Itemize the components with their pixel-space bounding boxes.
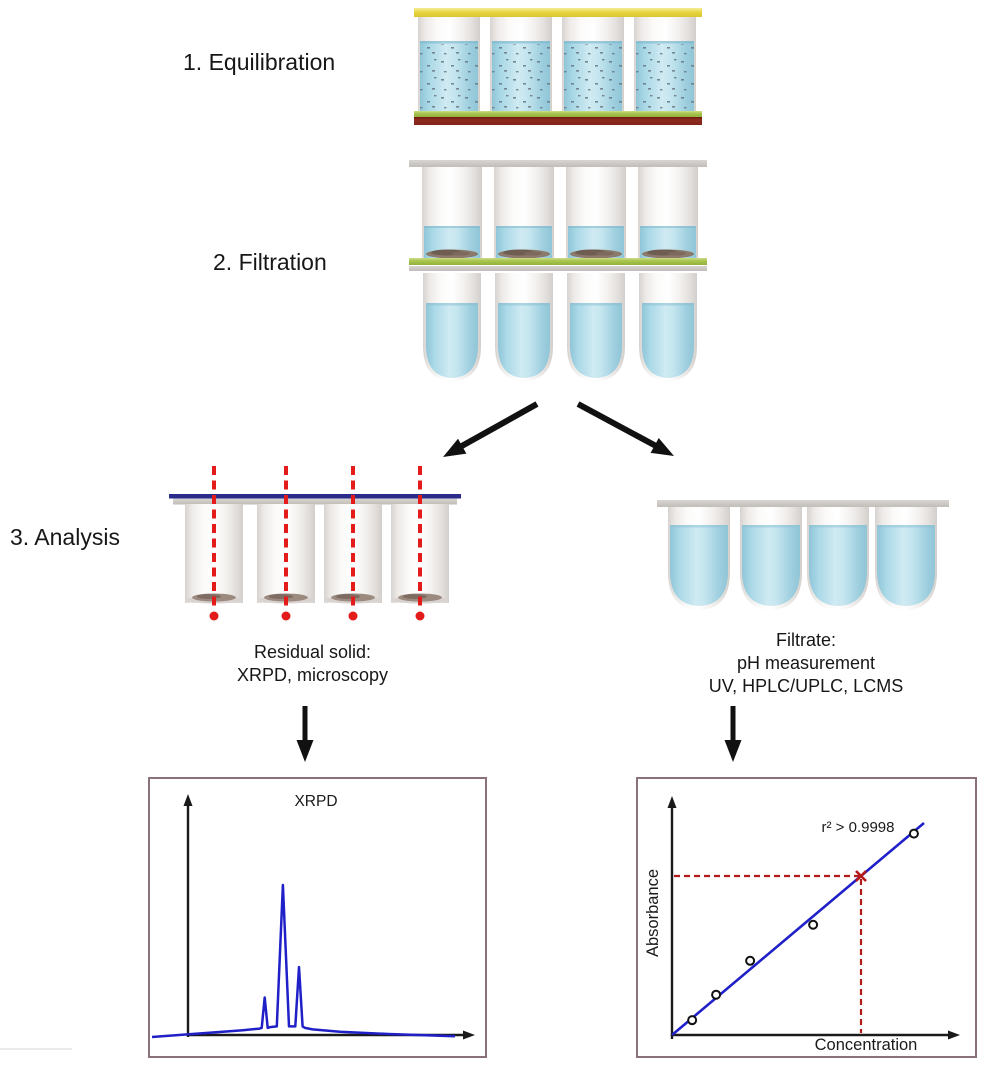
r-squared-annotation: r² > 0.9998 — [822, 819, 895, 836]
filtrate-caption: Filtrate: pH measurement UV, HPLC/UPLC, … — [655, 629, 957, 698]
calibration-y-axis-arrowhead — [667, 796, 677, 808]
caption-line: Filtrate: — [775, 630, 836, 650]
calibration-y-axis-label: Absorbance — [644, 869, 662, 957]
xrpd-y-axis-arrowhead — [183, 794, 193, 806]
calibration-fit-line — [671, 822, 925, 1036]
receiver-tube — [423, 273, 481, 381]
equilibration-plate-illustration — [414, 8, 702, 125]
calibration-point — [908, 828, 919, 839]
suspension-vial — [418, 17, 480, 111]
residual-solid-plate-illustration — [169, 466, 461, 621]
unknown-sample-marker — [855, 870, 867, 882]
filter-support-bar — [414, 111, 702, 117]
filter-membrane-bar — [409, 258, 707, 265]
xrpd-x-axis-arrowhead — [463, 1030, 475, 1040]
base-plate-bar — [414, 117, 702, 125]
filtrate-tubes-illustration — [657, 500, 949, 610]
suspension-vial — [562, 17, 624, 111]
lower-plate-bar — [409, 266, 707, 271]
filtrate-tube — [740, 507, 802, 610]
xrpd-beam — [209, 466, 219, 621]
residual-solid-caption: Residual solid: XRPD, microscopy — [190, 641, 435, 687]
filter-tube — [638, 167, 698, 259]
xrpd-beam — [348, 466, 358, 621]
filtration-plate-illustration — [409, 160, 707, 381]
filter-tube — [494, 167, 554, 259]
calibration-chart-panel: r² > 0.9998 Absorbance Concentration — [636, 777, 977, 1058]
xrpd-chart-title: XRPD — [294, 793, 337, 810]
caption-line: XRPD, microscopy — [236, 665, 389, 685]
plate-lip — [173, 498, 457, 505]
arrow-filtrate-to-calibration-chart — [724, 706, 742, 762]
xrpd-chart-svg: XRPD — [151, 793, 475, 1040]
calibration-x-axis-label: Concentration — [815, 1036, 918, 1054]
top-plate-bar — [409, 160, 707, 167]
arrow-residual-to-xrpd-chart — [296, 706, 314, 762]
calibration-x-axis-arrowhead — [948, 1030, 960, 1040]
suspension-vial — [634, 17, 696, 111]
calibration-point — [711, 989, 722, 1000]
filtrate-tube — [807, 507, 869, 610]
hanger-plate-bar — [657, 500, 949, 507]
receiver-tube — [567, 273, 625, 381]
xrpd-beam — [415, 466, 425, 621]
filtrate-tube — [875, 507, 937, 610]
calibration-point — [745, 955, 756, 966]
filter-tube — [422, 167, 482, 259]
filtrate-tube — [668, 507, 730, 610]
flow-arrow-to-residual — [443, 401, 539, 457]
scan-artifact-line — [0, 1048, 72, 1050]
xrpd-chart-panel: XRPD — [148, 777, 487, 1058]
calibration-point — [808, 919, 819, 930]
unknown-sample-guides — [674, 874, 863, 1033]
step-label-equilibration: 1. Equilibration — [183, 49, 336, 75]
step-label-analysis: 3. Analysis — [10, 524, 120, 550]
calibration-point — [687, 1015, 698, 1026]
receiver-tube — [495, 273, 553, 381]
caption-line: pH measurement — [736, 653, 876, 673]
caption-line: UV, HPLC/UPLC, LCMS — [708, 676, 904, 696]
calibration-plot-layer — [671, 822, 925, 1036]
calibration-chart-svg: r² > 0.9998 Absorbance Concentration — [644, 796, 960, 1054]
xrpd-curve-layer — [151, 883, 456, 1039]
receiver-tube — [639, 273, 697, 381]
xrpd-beam — [281, 466, 291, 621]
flow-arrow-to-filtrate — [576, 401, 674, 456]
caption-line: Residual solid: — [253, 642, 372, 662]
xrpd-curve — [151, 883, 456, 1039]
step-label-filtration: 2. Filtration — [213, 249, 327, 275]
suspension-vial — [490, 17, 552, 111]
filter-tube — [566, 167, 626, 259]
plate-top-line — [169, 494, 461, 499]
top-seal-bar — [414, 8, 702, 17]
